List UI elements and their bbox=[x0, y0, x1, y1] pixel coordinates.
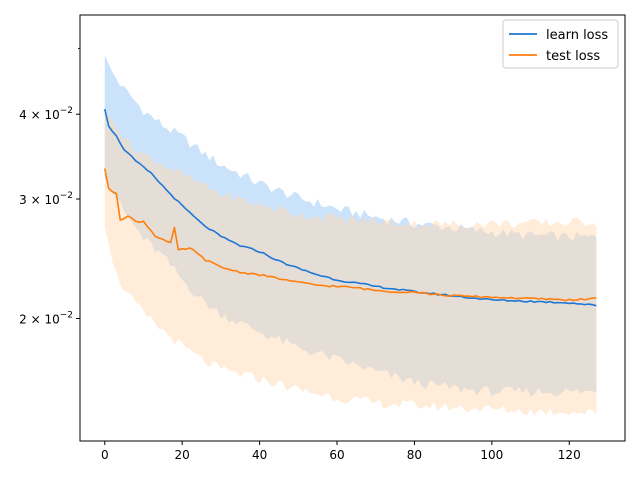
y-tick-label: 3 × 10−2 bbox=[19, 191, 73, 207]
line-test-loss bbox=[103, 168, 597, 302]
x-tick-label: 0 bbox=[101, 448, 109, 462]
x-tick-label: 40 bbox=[252, 448, 267, 462]
series-lines bbox=[103, 108, 597, 307]
x-tick-label: 100 bbox=[480, 448, 503, 462]
legend: learn loss test loss bbox=[502, 19, 619, 69]
x-tick-label: 20 bbox=[175, 448, 190, 462]
legend-label: test loss bbox=[546, 49, 600, 64]
axes: 0 20 40 60 80 100 120 2 × 10−2 3 × 10−2 4 × 10−2 bbox=[19, 14, 626, 462]
legend-box bbox=[502, 19, 619, 69]
axes-frame bbox=[79, 14, 626, 442]
legend-label: learn loss bbox=[546, 28, 608, 43]
band-test-loss bbox=[104, 111, 597, 416]
line-learn-loss bbox=[103, 108, 597, 307]
y-tick-label: 2 × 10−2 bbox=[19, 311, 73, 327]
confidence-bands bbox=[104, 54, 597, 416]
x-tick-label: 120 bbox=[558, 448, 581, 462]
y-tick-label: 4 × 10−2 bbox=[19, 106, 73, 122]
x-tick-label: 60 bbox=[329, 448, 344, 462]
x-tick-label: 80 bbox=[407, 448, 422, 462]
